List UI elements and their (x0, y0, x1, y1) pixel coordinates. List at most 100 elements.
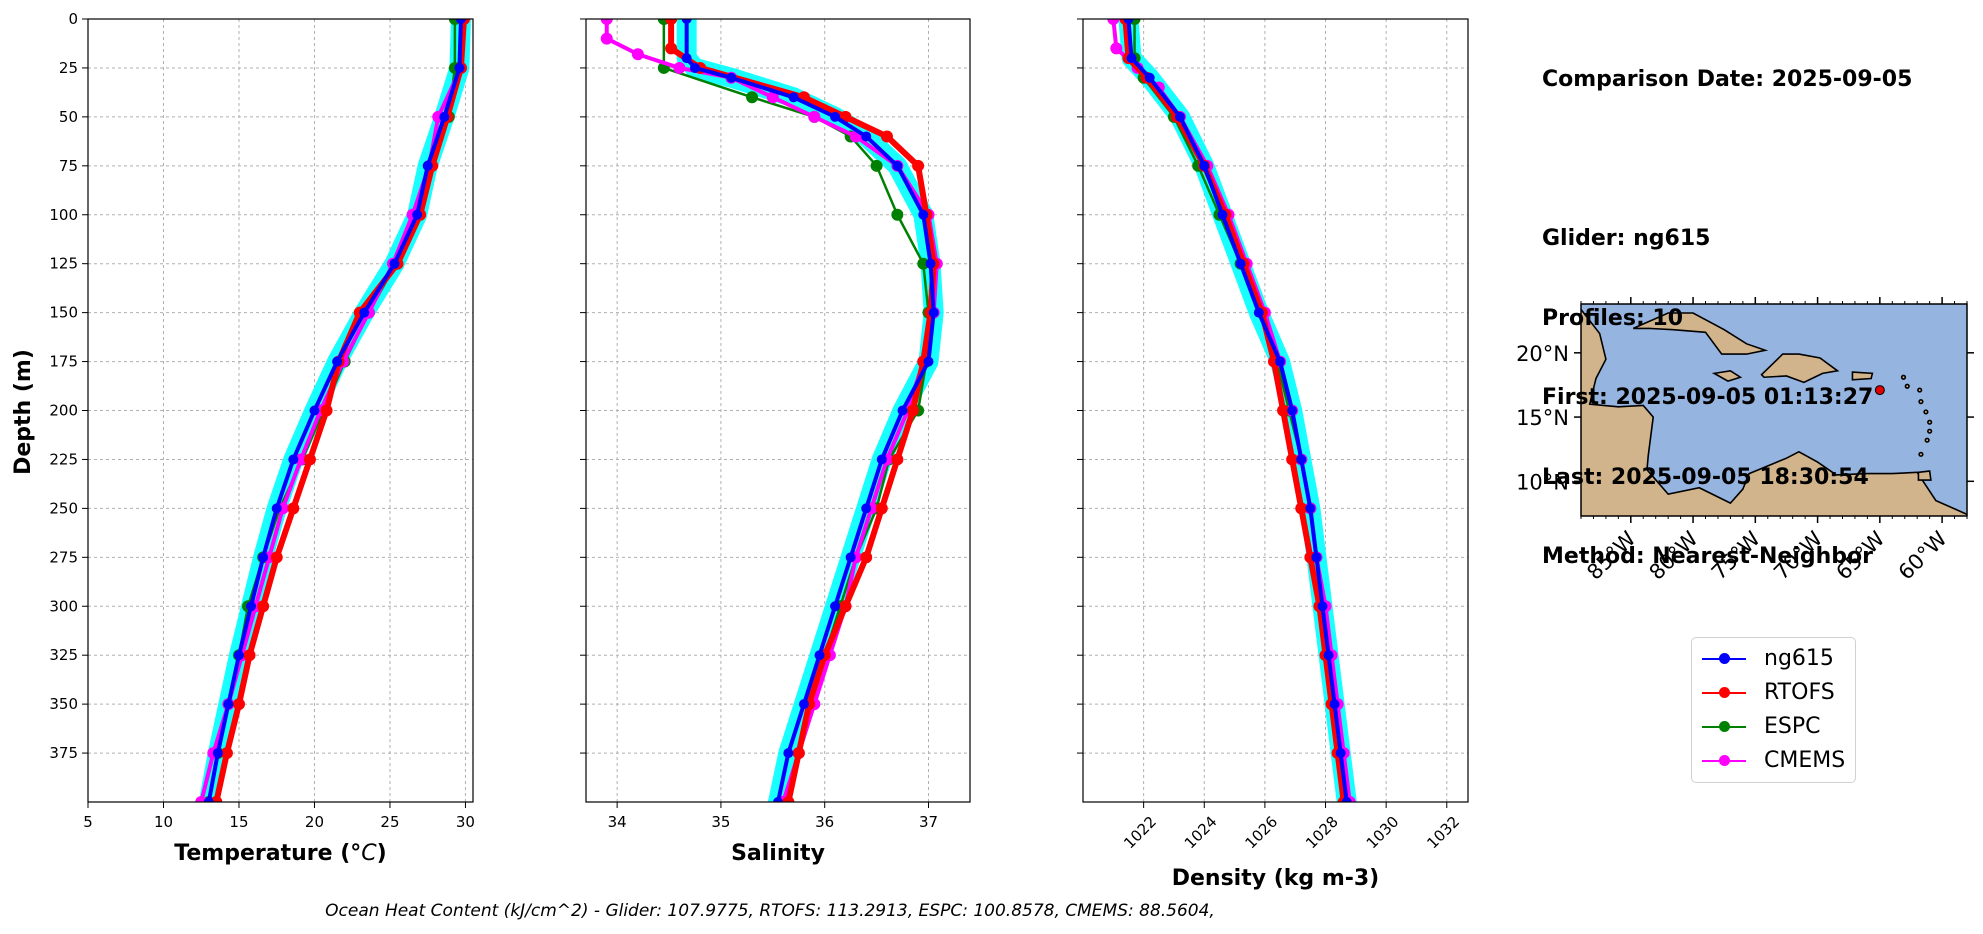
ng615-point (258, 552, 269, 563)
ng615-point (223, 699, 234, 710)
x-tick-label: 30 (456, 813, 475, 831)
ng615-point (876, 454, 887, 465)
ng615-point (923, 356, 934, 367)
y-tick-label: 375 (49, 744, 78, 762)
rtofs-point (243, 649, 256, 662)
ng615-point (309, 405, 320, 416)
x-axis-label: Salinity (731, 841, 825, 866)
map-jamaica-land (1711, 369, 1743, 382)
espc-point (746, 91, 759, 104)
ng615-point (412, 209, 423, 220)
legend-marker-rtofs (1719, 687, 1730, 698)
legend-item-ng615: ng615 (1692, 642, 1855, 676)
info-panel: Comparison Date: 2025-09-05 Glider: ng61… (1542, 14, 1912, 597)
ng615-point (830, 601, 841, 612)
rtofs-point (270, 551, 283, 564)
ng615-point (1144, 72, 1155, 83)
rtofs-point (287, 502, 300, 515)
legend-marker-espc (1719, 721, 1730, 732)
x-tick-label: 37 (919, 813, 938, 831)
map-island (1904, 383, 1910, 389)
ng615-point (203, 797, 214, 802)
ng615-point (783, 748, 794, 759)
cmems-point (1107, 19, 1120, 25)
rtofs-point (891, 453, 904, 466)
legend-label-ng615: ng615 (1764, 646, 1834, 671)
ng615-point (1323, 650, 1334, 661)
y-tick-label: 0 (68, 10, 78, 28)
ng615-point (689, 62, 700, 73)
rtofs-point (257, 600, 270, 613)
map-frame (1580, 303, 1968, 517)
ng615-point (1311, 552, 1322, 563)
salinity-data (600, 19, 944, 802)
method: Method: Nearest-Neighbor (1542, 544, 1873, 569)
ng615-point (861, 503, 872, 514)
y-tick-label: 75 (59, 157, 78, 175)
x-tick-label: 1026 (1241, 813, 1281, 853)
cmems-point (808, 110, 821, 123)
rtofs-point (1277, 404, 1290, 417)
ng615-point (681, 19, 692, 24)
cmems-point (766, 91, 779, 104)
ng615-point (928, 307, 939, 318)
x-tick-label: 34 (608, 813, 627, 831)
ocean-heat-content-footer: Ocean Heat Content (kJ/cm^2) - Glider: 1… (325, 901, 1215, 921)
ng615-point (892, 160, 903, 171)
glider-location-marker (1874, 385, 1885, 396)
last-time: Last: 2025-09-05 18:30:54 (1542, 464, 1869, 490)
legend: ng615 RTOFS ESPC CMEMS (1691, 637, 1856, 783)
ng615-point (1329, 699, 1340, 710)
map-island (1924, 437, 1930, 443)
cmems-point (294, 453, 307, 466)
x-tick-label: 1028 (1302, 813, 1342, 853)
y-tick-label: 175 (49, 353, 78, 371)
ng615-line (1126, 19, 1349, 802)
map-lat-label: 20°N (1516, 342, 1569, 366)
ng615-point (773, 797, 783, 802)
ng615-point (1335, 748, 1346, 759)
temperature-data (195, 19, 471, 802)
y-tick-label: 325 (49, 646, 78, 664)
ng615-point (422, 160, 433, 171)
salinity-panel: 34 35 36 37 Salinity (580, 18, 971, 866)
rtofs-point (839, 600, 852, 613)
y-tick-label: 300 (49, 597, 78, 615)
ng615-point (212, 748, 223, 759)
ng615-point (389, 258, 400, 269)
y-axis-label: Depth (m) (11, 349, 36, 475)
x-axis-label: Temperature (°C) (174, 841, 386, 866)
legend-marker-ng615 (1719, 653, 1730, 664)
x-axis-label: Density (kg m-3) (1172, 866, 1380, 891)
cmems-point (673, 61, 686, 74)
y-tick-label: 125 (49, 255, 78, 273)
rtofs-line (1122, 19, 1347, 802)
x-tick-label: 1024 (1181, 813, 1221, 853)
profile-count: Profiles: 10 (1542, 305, 1684, 331)
x-axis-label-part: ) (377, 841, 387, 866)
rtofs-point (1295, 502, 1308, 515)
y-tick-label: 100 (49, 206, 78, 224)
y-tick-label: 250 (49, 499, 78, 517)
rtofs-point (875, 502, 888, 515)
x-axis-label-unit: C (361, 841, 377, 866)
ng615-point (1217, 209, 1228, 220)
ng615-point (332, 356, 343, 367)
ng615-point (1175, 111, 1186, 122)
ng615-point (1287, 405, 1298, 416)
espc-point (917, 257, 930, 270)
x-tick-label: 25 (380, 813, 399, 831)
ng615-point (439, 111, 450, 122)
ng615-point (1253, 307, 1264, 318)
legend-item-rtofs: RTOFS (1692, 676, 1855, 710)
legend-label-cmems: CMEMS (1764, 748, 1846, 773)
rtofs-point (232, 698, 245, 711)
cmems-point (600, 32, 613, 45)
ng615-point (681, 53, 692, 64)
ng615-point (246, 601, 257, 612)
x-tick-label: 10 (154, 813, 173, 831)
legend-label-rtofs: RTOFS (1764, 680, 1835, 705)
espc-point (891, 208, 904, 221)
y-tick-label: 200 (49, 402, 78, 420)
